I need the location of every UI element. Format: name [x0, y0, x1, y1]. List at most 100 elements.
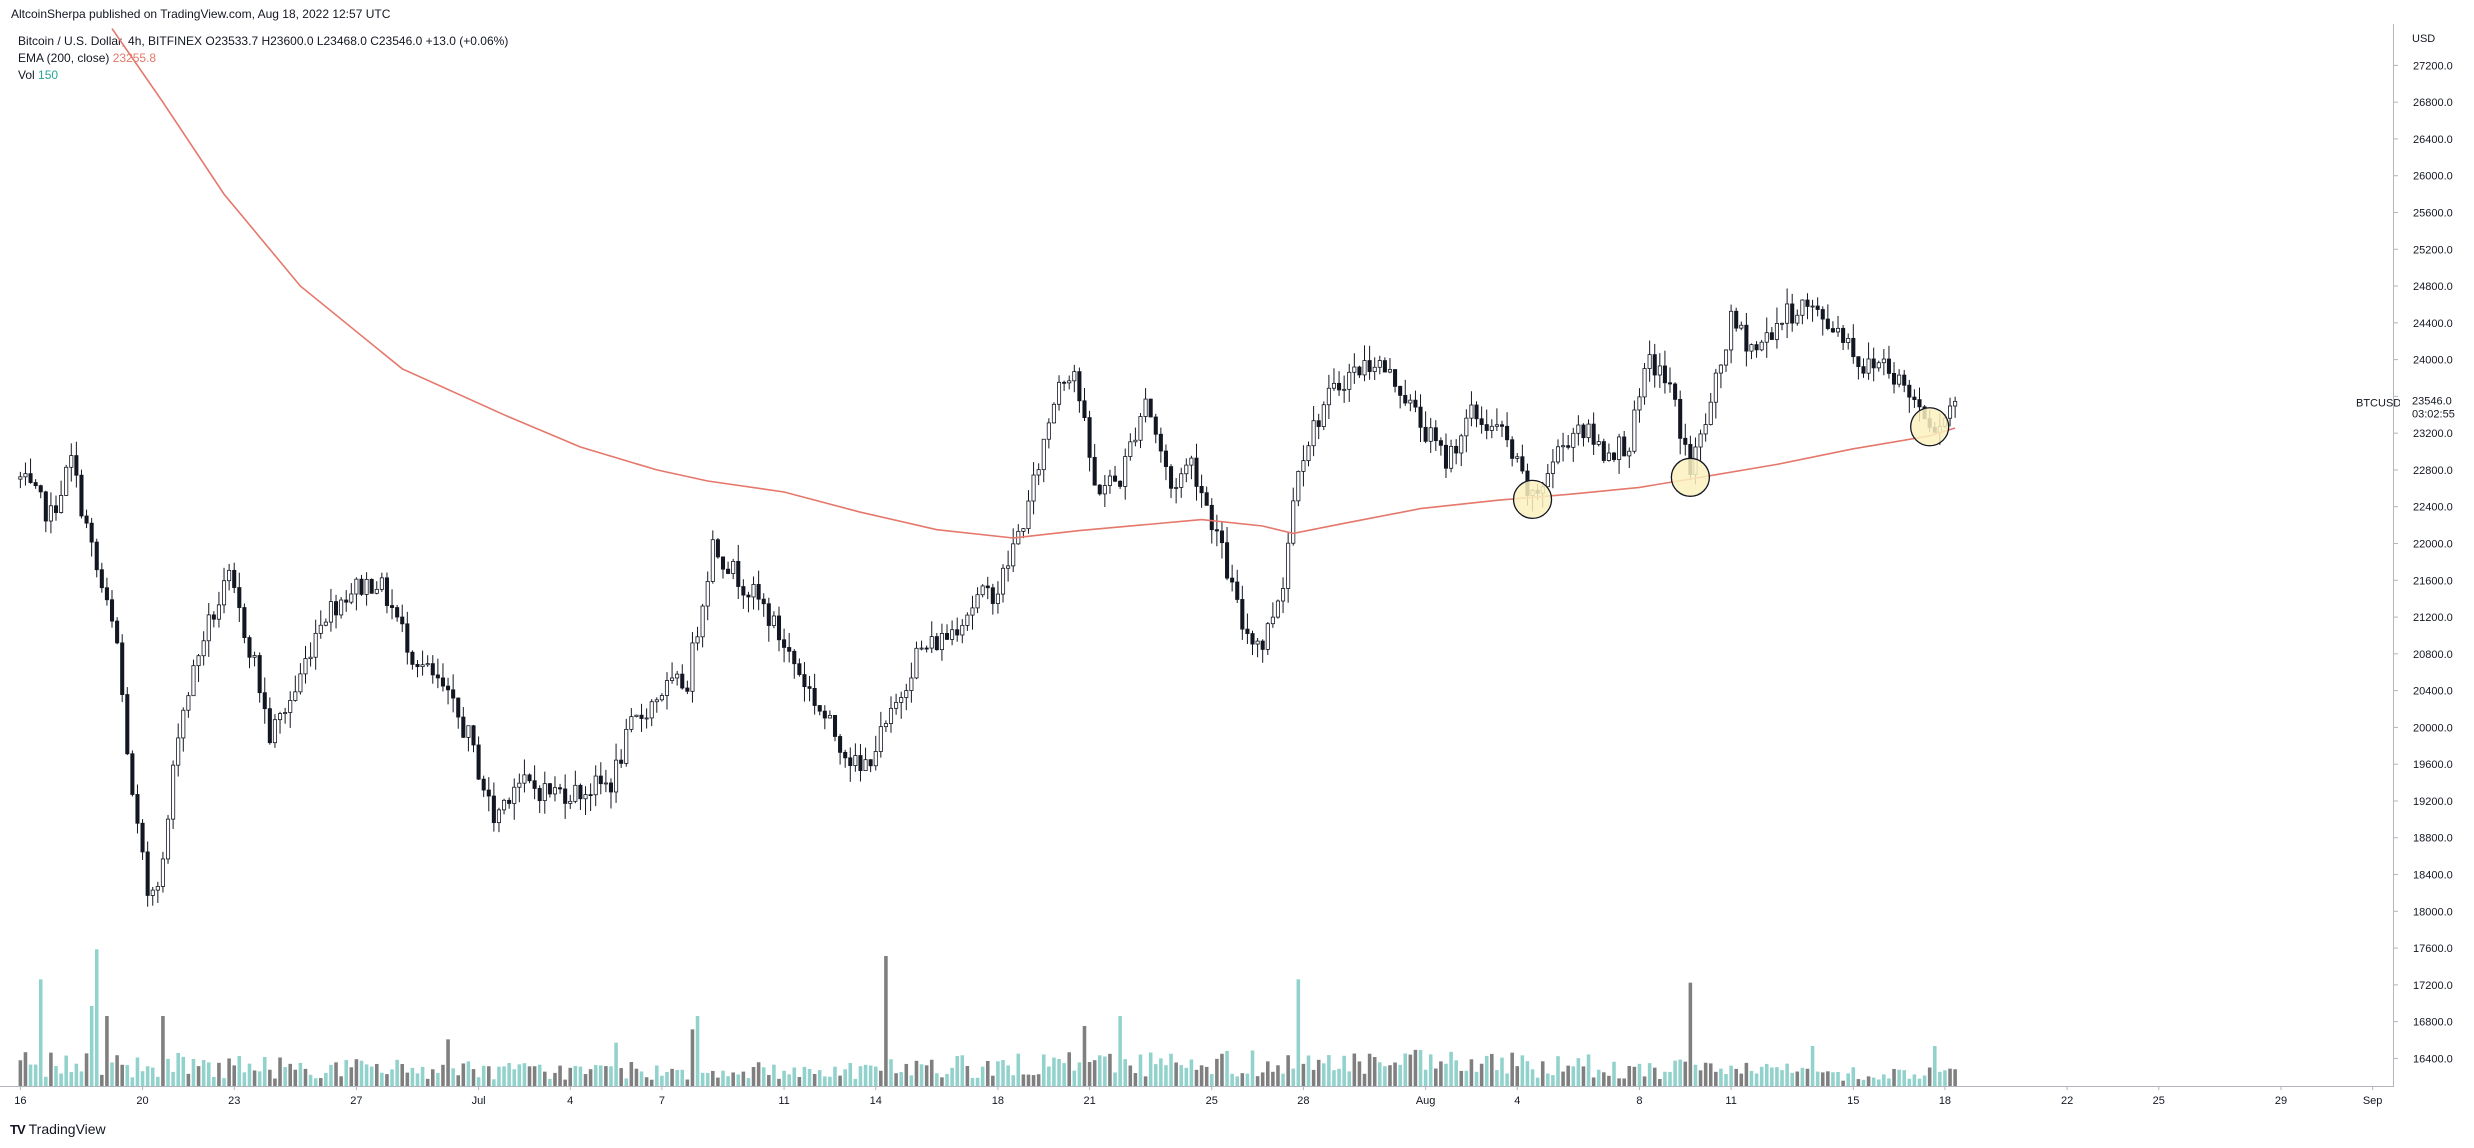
- volume-bar: [293, 1069, 298, 1086]
- candle-body: [654, 699, 659, 703]
- candle-body: [848, 757, 853, 767]
- candle-body: [558, 787, 563, 790]
- candle-body: [1846, 337, 1851, 343]
- candle-body: [359, 578, 364, 595]
- volume-bar: [1515, 1066, 1520, 1086]
- highlight-markers: [1512, 407, 1950, 520]
- candle-body: [79, 474, 84, 517]
- volume-bar: [1637, 1063, 1642, 1086]
- volume-bar: [756, 1062, 761, 1086]
- candle-body: [1912, 396, 1917, 401]
- volume-bar: [380, 1072, 384, 1086]
- candle-body: [1097, 484, 1102, 495]
- time-tick-label: 11: [1725, 1095, 1736, 1107]
- candle-body: [1876, 362, 1881, 369]
- volume-bar: [731, 1072, 735, 1086]
- candle-body: [1275, 600, 1280, 618]
- candle-body: [894, 701, 899, 709]
- legend-ema-label[interactable]: EMA (200, close): [18, 51, 110, 65]
- volume-bar: [206, 1062, 211, 1086]
- volume-bar: [1800, 1067, 1805, 1086]
- volume-bar: [1352, 1053, 1357, 1086]
- candle-body: [1545, 473, 1550, 488]
- volume-bar: [1311, 1069, 1316, 1086]
- volume-bar: [1688, 982, 1693, 1086]
- candle-body: [1510, 439, 1515, 459]
- candle-body: [400, 616, 405, 625]
- volume-bar: [884, 956, 888, 1086]
- candle-body: [1148, 398, 1153, 418]
- candle-body: [1393, 369, 1398, 387]
- volume-bar: [1153, 1064, 1158, 1086]
- candle-body: [466, 725, 471, 738]
- candle-body: [547, 783, 552, 795]
- candle-body: [873, 751, 878, 767]
- candle-body: [1642, 368, 1647, 398]
- volume-bar: [1209, 1073, 1214, 1086]
- volume-bar: [1393, 1062, 1397, 1086]
- candle-body: [364, 579, 369, 595]
- volume-bar: [430, 1069, 435, 1086]
- candle-body: [272, 719, 277, 744]
- volume-bar: [1535, 1077, 1540, 1086]
- volume-bar: [1795, 1071, 1800, 1086]
- candle-body: [1902, 374, 1907, 386]
- candle-body: [1571, 432, 1576, 448]
- volume-bar: [919, 1064, 924, 1086]
- volume-bar: [481, 1065, 486, 1086]
- legend-vol-label[interactable]: Vol: [18, 68, 35, 82]
- candle-body: [593, 775, 598, 796]
- volume-bar: [1693, 1064, 1698, 1086]
- volume-bar: [802, 1066, 807, 1086]
- volume-bar: [1087, 1062, 1092, 1086]
- candle-body: [1006, 565, 1011, 569]
- volume-bar: [716, 1077, 720, 1086]
- candle-body: [1189, 457, 1194, 466]
- candle-body: [1622, 436, 1627, 457]
- candle-body: [1174, 487, 1179, 489]
- candle-body: [328, 601, 333, 623]
- candle-body: [919, 647, 924, 650]
- volume-bar: [1179, 1065, 1184, 1086]
- candle-body: [608, 782, 614, 793]
- candle-body: [1000, 567, 1006, 595]
- volume-bar: [517, 1064, 522, 1086]
- candle-body: [237, 587, 242, 608]
- candle-body: [832, 715, 838, 737]
- volume-bar: [909, 1075, 914, 1086]
- candle-body: [868, 759, 873, 767]
- candle-body: [191, 665, 196, 697]
- volume-bar: [1871, 1077, 1876, 1086]
- volume-bar: [1047, 1066, 1051, 1086]
- volume-bar: [1031, 1075, 1036, 1086]
- volume-bar: [609, 1066, 613, 1086]
- volume-bar: [1169, 1053, 1173, 1086]
- volume-bar: [1591, 1077, 1596, 1086]
- candle-body: [1438, 440, 1443, 446]
- volume-bar: [1474, 1071, 1479, 1086]
- volume-bar: [1291, 1068, 1296, 1086]
- candle-body: [267, 708, 272, 744]
- volume-bar: [991, 1075, 995, 1086]
- volume-bar: [298, 1062, 303, 1086]
- time-axis-ticks[interactable]: 16 20 23 27 Jul 4 7 11 14 18 21 25 28 Aug 4 8 11 15 18 22 25…: [14, 1086, 2382, 1107]
- candle-body: [28, 473, 33, 483]
- volume-bar: [665, 1071, 669, 1086]
- legend-symbol[interactable]: Bitcoin / U.S. Dollar, 4h, BITFINEX: [18, 34, 203, 48]
- price-axis-ticks[interactable]: 27200.0 26800.0 26400.0 26000.0 25600.0 25200…: [2393, 60, 2453, 1065]
- candle-body: [827, 715, 832, 719]
- volume-bar: [120, 1064, 124, 1086]
- volume-bar: [1204, 1066, 1209, 1086]
- candle-body: [766, 603, 771, 626]
- volume-bar: [767, 1074, 771, 1086]
- candle-body: [944, 633, 950, 640]
- candle-body: [1158, 433, 1163, 452]
- time-tick-label: 18: [992, 1095, 1004, 1107]
- tradingview-brand[interactable]: TV TradingView: [10, 1121, 106, 1137]
- volume-bar: [838, 1075, 842, 1086]
- volume-bar: [1103, 1056, 1107, 1086]
- candle-body: [700, 605, 705, 638]
- candle-body: [1637, 396, 1642, 411]
- candle-body: [94, 541, 99, 571]
